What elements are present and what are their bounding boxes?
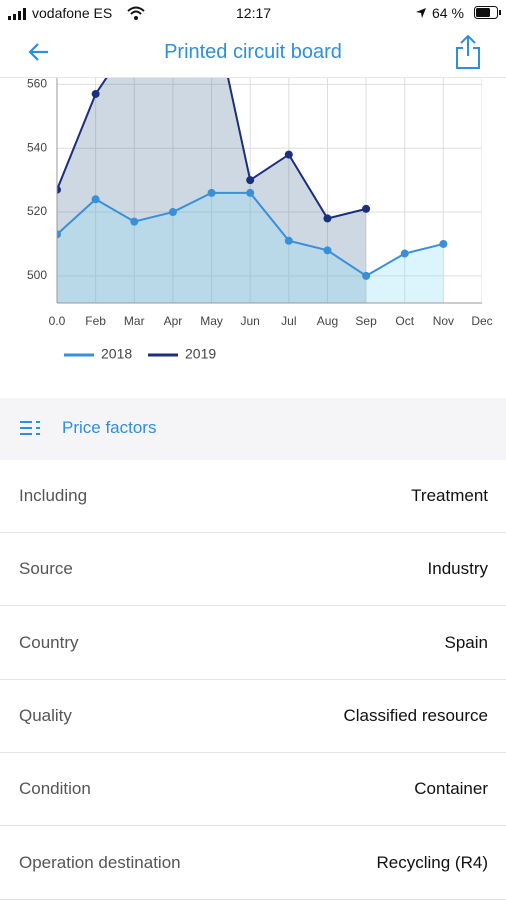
x-tick-label: Oct [395, 314, 414, 328]
data-point [207, 188, 216, 197]
x-tick-label: Aug [317, 314, 338, 328]
data-point [362, 204, 371, 213]
x-tick-label: May [200, 314, 223, 328]
data-point [57, 185, 61, 194]
data-point [323, 214, 332, 223]
x-tick-label: Mar [124, 314, 145, 328]
status-bar: vodafone ES 12:17 64 % [0, 0, 506, 28]
signal-icon [8, 8, 26, 20]
data-point [439, 239, 448, 248]
data-point [246, 188, 255, 197]
chart: 500 520 540 560 0.0 Feb Mar Apr May Jun Jul Aug Sep O… [27, 78, 493, 362]
data-point [323, 246, 332, 255]
data-point [91, 195, 100, 204]
row-label: Including [19, 486, 88, 505]
x-tick-label: Jun [241, 314, 260, 328]
share-button[interactable] [454, 34, 482, 70]
battery-icon [474, 6, 501, 19]
x-tick-label: Jul [281, 314, 296, 328]
location-icon [416, 8, 426, 18]
legend-label: 2018 [101, 346, 132, 362]
row-value: Spain [444, 632, 488, 652]
x-tick-label: Sep [355, 314, 377, 328]
data-point [91, 89, 100, 98]
data-point [400, 249, 409, 258]
x-tick-label: Dec [471, 314, 492, 328]
data-point [130, 217, 139, 226]
info-row: Quality Classified resource [0, 680, 506, 753]
series-area [57, 192, 444, 303]
list-icon [20, 421, 40, 435]
data-point [168, 208, 177, 217]
info-row: Condition Container [0, 753, 506, 827]
page-title: Printed circuit board [164, 41, 342, 63]
wifi-icon [127, 6, 145, 20]
row-value: Recycling (R4) [376, 852, 488, 872]
x-tick-label: Apr [164, 314, 183, 328]
info-row: Source Industry [0, 533, 506, 607]
x-tick-label: Nov [433, 314, 454, 328]
y-tick-label: 540 [27, 140, 47, 154]
row-value: Industry [427, 559, 488, 579]
row-label: Source [19, 559, 73, 579]
header: Printed circuit board [0, 28, 506, 78]
data-point [284, 236, 293, 245]
carrier: vodafone ES [32, 5, 113, 21]
battery-level: 64 % [432, 5, 464, 21]
x-tick-label: Feb [85, 314, 106, 328]
legend-label: 2019 [185, 346, 216, 362]
row-label: Operation destination [19, 852, 181, 872]
data-point [362, 271, 371, 280]
section-header[interactable]: Price factors [0, 398, 506, 460]
y-tick-label: 560 [27, 78, 47, 91]
row-value: Classified resource [343, 705, 488, 725]
row-value: Container [414, 779, 488, 799]
section-title: Price factors [62, 418, 157, 437]
data-point [246, 176, 255, 185]
data-point [57, 230, 61, 239]
info-row: Including Treatment [0, 460, 506, 533]
row-label: Quality [19, 705, 72, 725]
time: 12:17 [236, 5, 272, 21]
series-line [57, 78, 367, 220]
back-button[interactable] [28, 42, 50, 62]
info-row: Operation destination Recycling (R4) [0, 827, 506, 900]
data-point [284, 150, 293, 159]
y-tick-label: 520 [27, 204, 47, 218]
y-tick-label: 500 [27, 268, 47, 282]
row-label: Country [19, 632, 79, 652]
row-label: Condition [19, 779, 91, 799]
x-tick-label: 0.0 [49, 314, 66, 328]
info-row: Country Spain [0, 607, 506, 680]
row-value: Treatment [411, 486, 488, 505]
